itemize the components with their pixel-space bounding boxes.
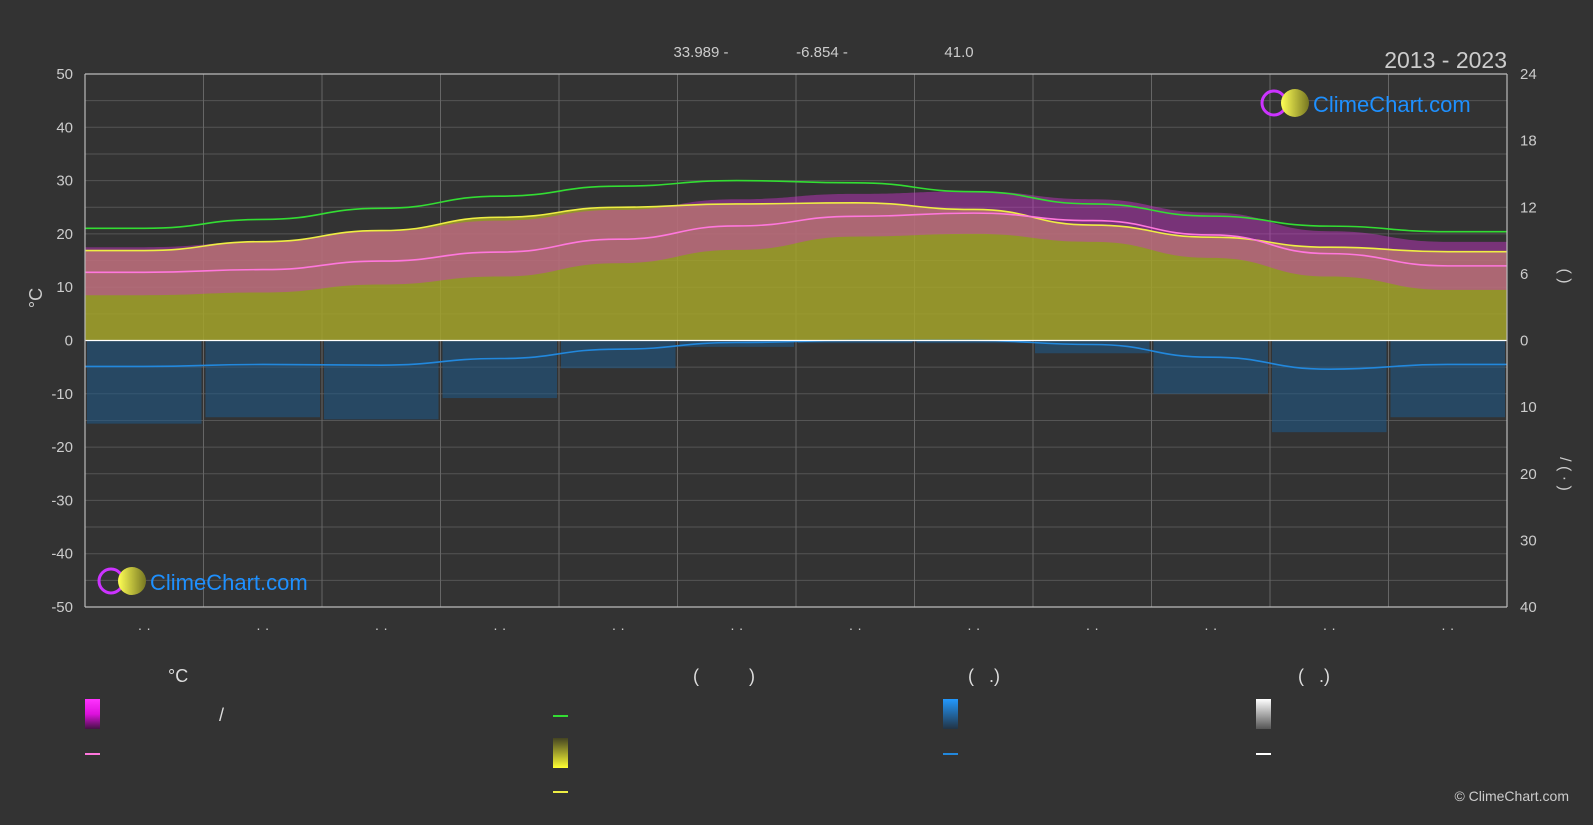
- legend: °C ( ) ( .) ( .) /: [85, 666, 1330, 793]
- logo-sun-icon: [118, 567, 146, 595]
- precipitation-bar: [324, 340, 439, 420]
- left-tick-label: 40: [56, 119, 73, 136]
- legend-temp-range-swatch: [85, 699, 100, 729]
- mean-temperature-line: [85, 212, 1507, 274]
- legend-temp-range-sep: /: [219, 705, 224, 725]
- right-axis-label-top: ( ): [1556, 268, 1573, 283]
- brand-name-bottom: ClimeChart.com: [150, 570, 308, 595]
- x-tick-label: · ·: [375, 620, 388, 636]
- sunshine-band: [85, 202, 1507, 341]
- left-axis-label: °C: [26, 288, 46, 308]
- temperature-range-area: [85, 191, 1507, 296]
- precipitation-line: [84, 339, 1507, 370]
- left-tick-label: -30: [51, 492, 73, 509]
- left-tick-label: -40: [51, 546, 73, 563]
- brand-name-top: ClimeChart.com: [1313, 92, 1471, 117]
- right-axis-label-bottom: / ( · ): [1556, 457, 1573, 491]
- left-tick-label: -20: [51, 439, 73, 456]
- x-tick-label: · ·: [1204, 620, 1217, 636]
- right-tick-label-hours: 12: [1520, 199, 1537, 216]
- left-tick-label: 10: [56, 279, 73, 296]
- legend-snow-header: ( .): [1298, 666, 1330, 686]
- series-lines: [84, 179, 1507, 370]
- left-tick-label: 0: [65, 333, 73, 350]
- x-tick-label: · ·: [493, 620, 506, 636]
- legend-temp-header: °C: [168, 666, 188, 686]
- legend-rain-swatch: [943, 699, 958, 729]
- x-tick-label: · ·: [1441, 620, 1454, 636]
- x-tick-label: · ·: [138, 620, 151, 636]
- precipitation-bar: [798, 340, 913, 344]
- right-tick-label-precip: 40: [1520, 599, 1537, 616]
- x-tick-label: · ·: [612, 620, 625, 636]
- legend-sunshine-swatch: [553, 738, 568, 768]
- x-tick-label: · ·: [256, 620, 269, 636]
- right-tick-label-precip: 10: [1520, 399, 1537, 416]
- sunshine-area: [85, 202, 1507, 341]
- copyright-notice: © ClimeChart.com: [1454, 788, 1569, 804]
- left-tick-label: -10: [51, 386, 73, 403]
- x-tick-label: · ·: [1086, 620, 1099, 636]
- precipitation-bar: [442, 340, 557, 399]
- precipitation-bars: [87, 340, 1505, 433]
- precipitation-bar: [1272, 340, 1387, 433]
- left-tick-label: 50: [56, 66, 73, 83]
- left-axis-tick-labels: 50 40 30 20 10 0 -10 -20 -30 -40 -50: [51, 66, 73, 616]
- temperature-band: [85, 191, 1507, 296]
- precipitation-bar: [1390, 340, 1505, 418]
- right-tick-label-hours: 6: [1520, 266, 1528, 283]
- right-tick-label-hours: 0: [1520, 333, 1528, 350]
- longitude-label: -6.854 -: [796, 44, 848, 61]
- daylight-line: [84, 179, 1507, 233]
- x-tick-label: · ·: [1323, 620, 1336, 636]
- precipitation-bar: [561, 340, 676, 369]
- x-tick-label: · ·: [849, 620, 862, 636]
- right-tick-label-precip: 20: [1520, 466, 1537, 483]
- left-tick-label: 20: [56, 226, 73, 243]
- brand-logo-top[interactable]: ClimeChart.com: [1260, 89, 1471, 117]
- right-tick-label-precip: 30: [1520, 532, 1537, 549]
- precipitation-bar: [1153, 340, 1268, 394]
- left-tick-label: -50: [51, 599, 73, 616]
- axes: [84, 73, 1508, 608]
- x-tick-label: · ·: [730, 620, 743, 636]
- legend-rain-header: ( .): [968, 666, 1000, 686]
- logo-sun-icon: [1281, 89, 1309, 117]
- right-tick-label-hours: 18: [1520, 133, 1537, 150]
- right-tick-label-hours: 24: [1520, 66, 1537, 83]
- brand-logo-bottom[interactable]: ClimeChart.com: [97, 567, 308, 595]
- x-tick-label: · ·: [967, 620, 980, 636]
- elevation-label: 41.0: [944, 44, 973, 61]
- sunshine-line: [84, 202, 1507, 253]
- precipitation-bar: [87, 340, 202, 424]
- year-range: 2013 - 2023: [1384, 47, 1507, 73]
- legend-sun-header: ( ): [693, 666, 755, 686]
- latitude-label: 33.989 -: [673, 44, 728, 61]
- right-axis-tick-labels: 24 18 12 6 0 10 20 30 40: [1520, 66, 1537, 616]
- x-axis-tick-labels: · · · · · · · · · · · · · · · · · · · · · · · ·: [138, 620, 1455, 636]
- precipitation-bar: [916, 340, 1031, 344]
- precipitation-bar: [205, 340, 320, 418]
- left-tick-label: 30: [56, 173, 73, 190]
- legend-snow-swatch: [1256, 699, 1271, 729]
- precipitation-bar: [679, 340, 794, 347]
